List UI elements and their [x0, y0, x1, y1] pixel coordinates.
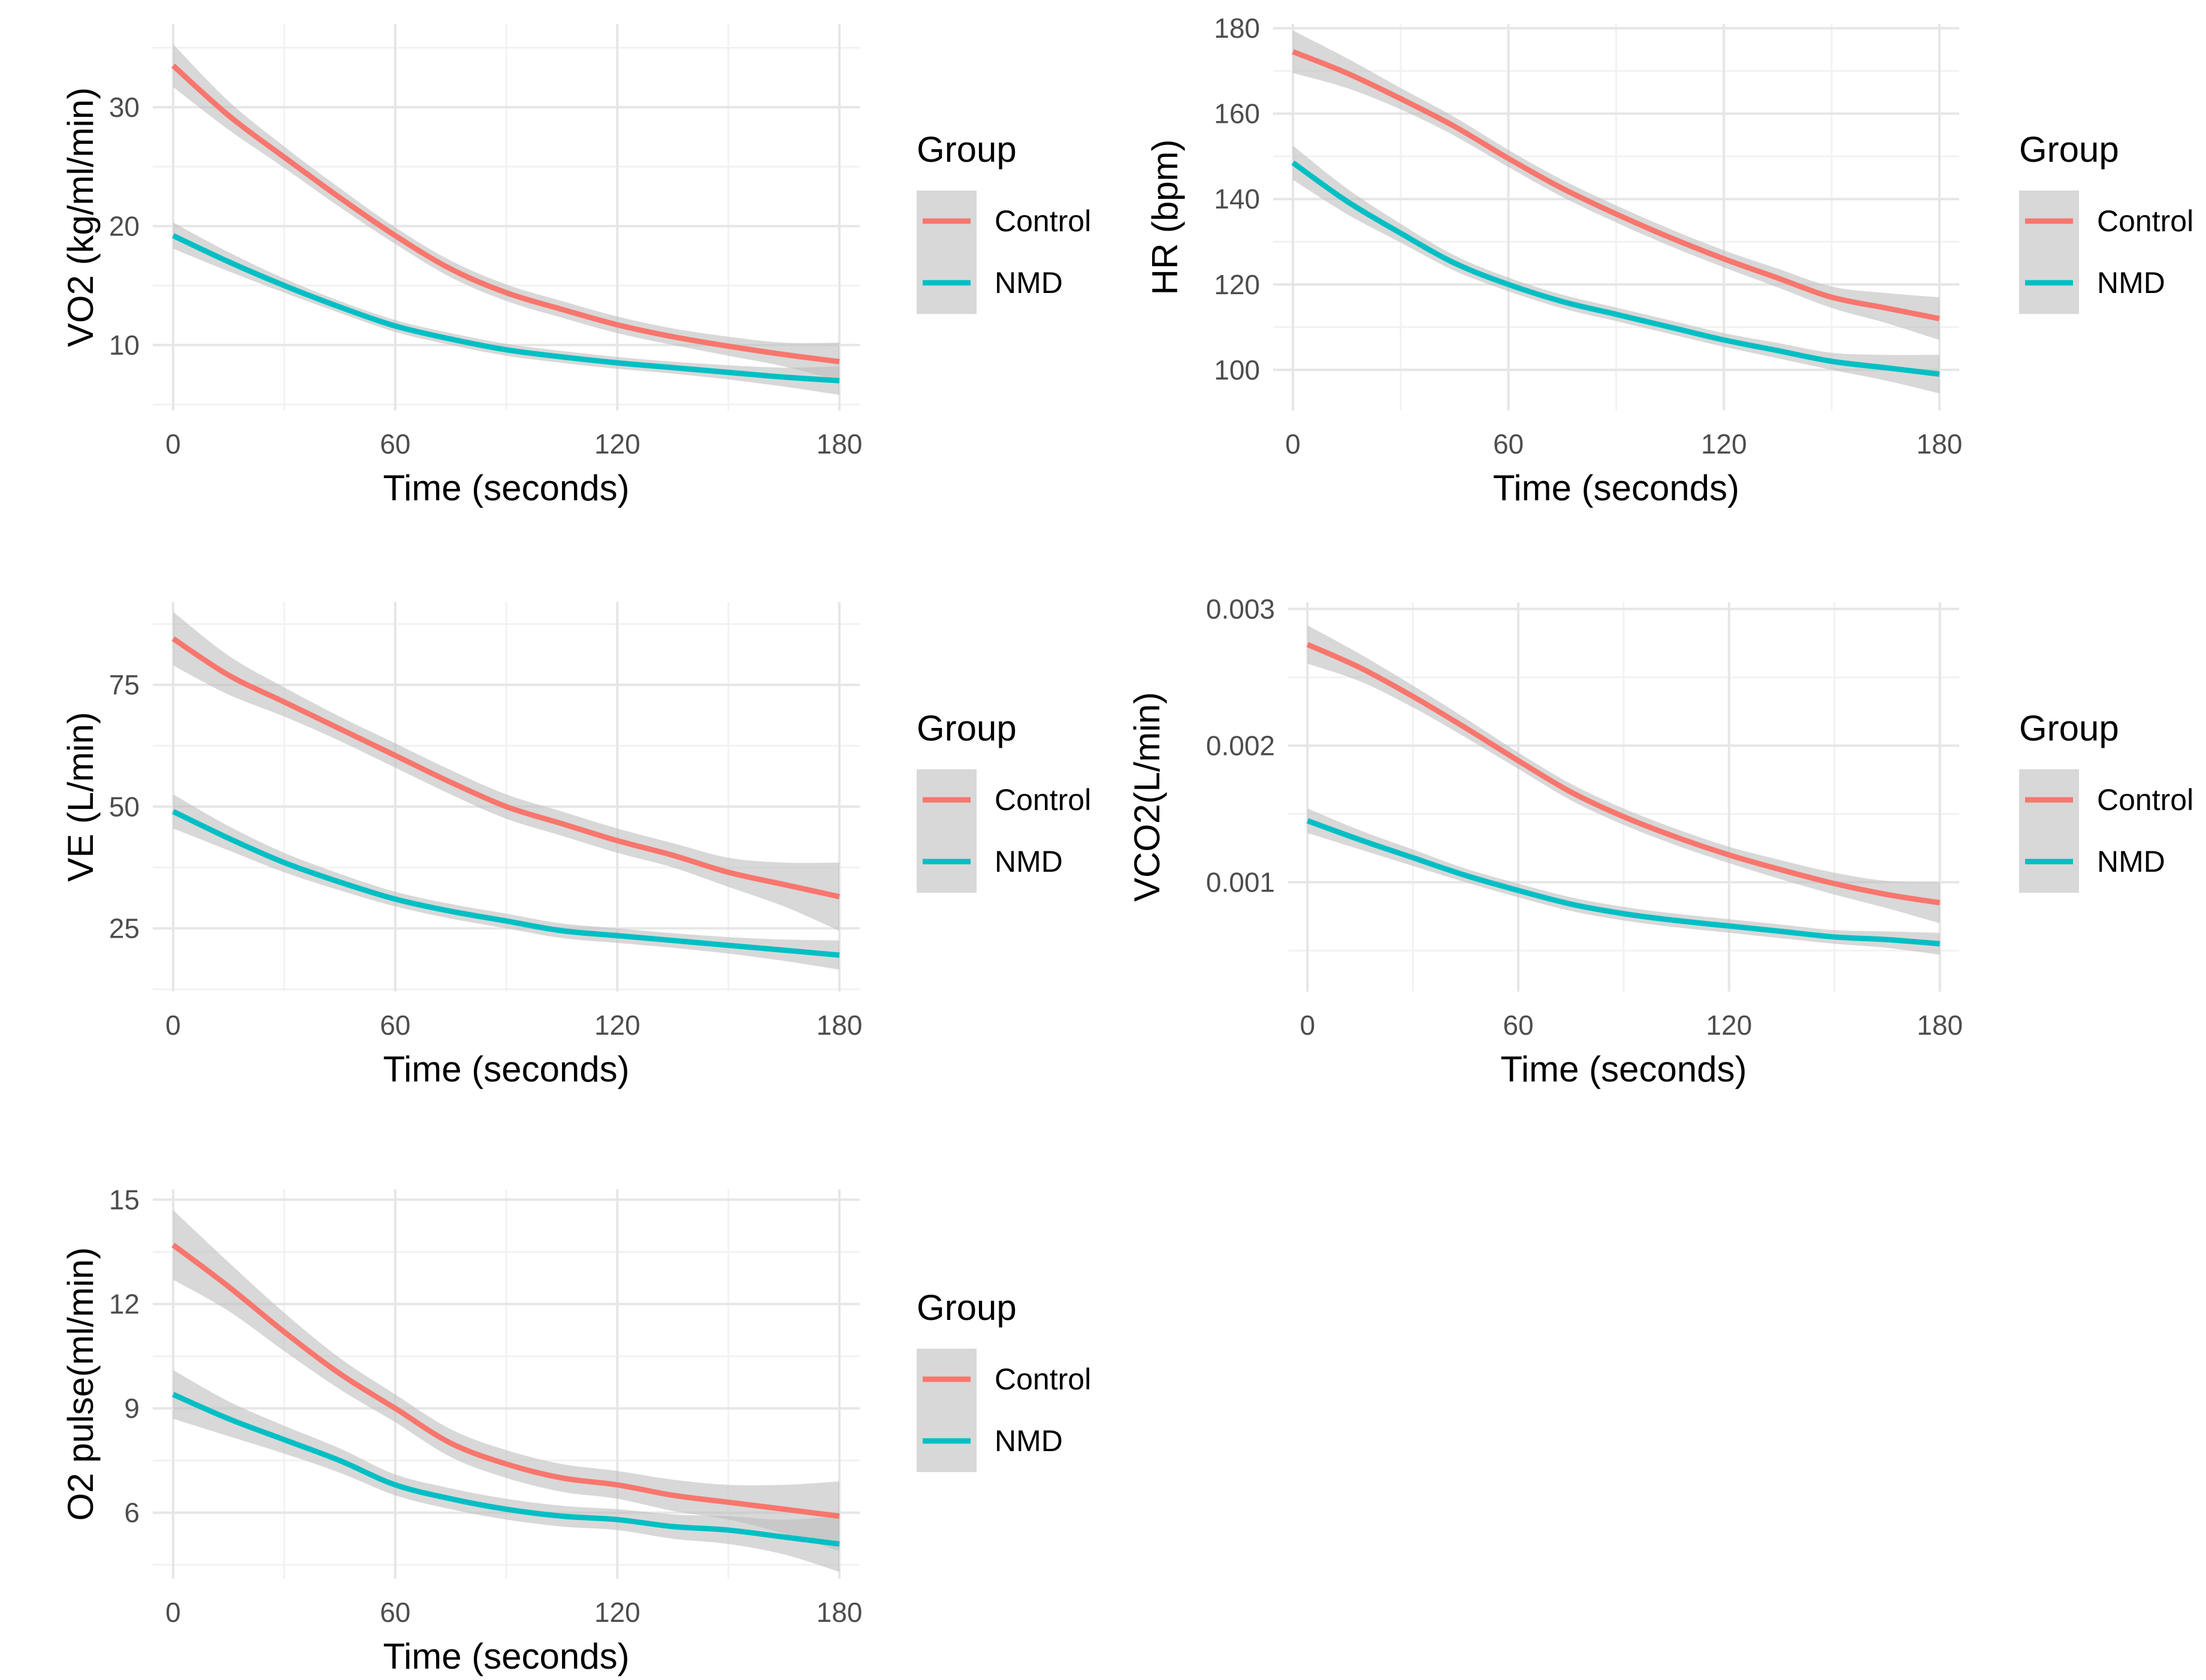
legend-label-nmd: NMD [995, 1424, 1063, 1458]
x-tick-label: 180 [1917, 428, 1963, 460]
y-tick-label: 120 [1214, 269, 1260, 300]
x-tick-label: 0 [1300, 1010, 1315, 1041]
confidence-band-control [1293, 30, 1939, 340]
x-tick-label: 180 [817, 1010, 863, 1041]
x-tick-label: 60 [380, 428, 410, 460]
y-axis-title: O2 pulse(ml/min) [61, 1247, 101, 1521]
legend: Group Control NMD [2019, 708, 2193, 893]
x-tick-label: 60 [380, 1597, 410, 1628]
x-axis-title: Time (seconds) [1493, 468, 1739, 508]
y-tick-label: 0.001 [1206, 867, 1275, 898]
x-tick-label: 0 [165, 1010, 181, 1041]
series-line-nmd [1291, 160, 1940, 377]
y-axis-title: VE (L/min) [61, 712, 101, 881]
x-tick-label: 0 [1285, 428, 1301, 460]
y-tick-label: 100 [1214, 354, 1260, 385]
y-tick-label: 20 [109, 210, 140, 241]
confidence-band-nmd [173, 1370, 839, 1572]
x-axis-title: Time (seconds) [383, 1049, 629, 1089]
series-line-control [1306, 642, 1941, 906]
x-tick-label: 0 [165, 428, 181, 460]
legend-label-nmd: NMD [2097, 845, 2165, 878]
y-tick-label: 0.003 [1206, 593, 1275, 624]
confidence-band-nmd [173, 794, 839, 970]
y-axis-title: VCO2(L/min) [1127, 692, 1167, 902]
y-tick-label: 180 [1214, 13, 1260, 44]
x-tick-label: 120 [1701, 428, 1747, 460]
x-axis-title: Time (seconds) [383, 1636, 629, 1676]
y-tick-label: 30 [109, 92, 140, 123]
x-tick-label: 120 [594, 1597, 640, 1628]
legend-label-control: Control [995, 783, 1091, 817]
series-line-nmd [1306, 818, 1941, 947]
legend-label-control: Control [2097, 783, 2193, 817]
series-line-nmd [172, 233, 840, 383]
legend-label-nmd: NMD [995, 266, 1063, 300]
y-tick-label: 140 [1214, 183, 1260, 214]
y-tick-label: 15 [109, 1184, 140, 1215]
legend-label-control: Control [2097, 204, 2193, 238]
confidence-band-control [173, 44, 839, 381]
panel-vo2: 0 60 120 180 10 20 30 Time (seconds) VO2 (kg/ml/… [61, 24, 1091, 508]
series-line-control [171, 636, 840, 899]
y-tick-label: 10 [109, 330, 140, 361]
panel-ve: 0 60 120 180 25 50 75 Time (seconds) VE (L/min) G… [61, 602, 1091, 1089]
x-tick-label: 0 [165, 1597, 181, 1628]
x-tick-label: 180 [1917, 1010, 1963, 1041]
series-line-control [171, 64, 840, 365]
legend-label-nmd: NMD [2097, 266, 2165, 300]
legend-title: Group [2019, 129, 2119, 170]
x-tick-label: 180 [817, 428, 863, 460]
y-tick-label: 0.002 [1206, 730, 1275, 761]
legend-label-nmd: NMD [995, 845, 1063, 878]
legend: Group Control NMD [917, 708, 1091, 893]
series-line-control [171, 1243, 840, 1519]
series-line-nmd [172, 809, 840, 958]
x-tick-label: 120 [594, 428, 640, 460]
legend-title: Group [917, 708, 1017, 748]
y-tick-label: 75 [109, 669, 140, 700]
y-axis-title: VO2 (kg/ml/min) [61, 87, 101, 347]
panel-o2pulse: 0 60 120 180 6 9 12 15 Time (seconds) O2 pulse(ml… [61, 1184, 1091, 1676]
confidence-band-control [173, 612, 839, 931]
y-tick-label: 25 [109, 912, 140, 944]
legend: Group Control NMD [2019, 129, 2193, 314]
x-tick-label: 120 [594, 1010, 640, 1041]
legend-title: Group [917, 129, 1017, 170]
x-tick-label: 120 [1706, 1010, 1752, 1041]
y-tick-label: 9 [124, 1393, 140, 1424]
legend-label-control: Control [995, 204, 1091, 238]
legend-label-control: Control [995, 1362, 1091, 1396]
series-line-control [1292, 49, 1940, 322]
panel-hr: 0 60 120 180 100 120 140 160 180 Time (seconds) HR… [1145, 13, 2193, 508]
y-tick-label: 12 [109, 1289, 140, 1320]
confidence-band-control [173, 1210, 839, 1551]
x-axis-title: Time (seconds) [383, 468, 629, 508]
y-axis-title: HR (bpm) [1145, 139, 1185, 295]
y-tick-label: 160 [1214, 98, 1260, 129]
legend-title: Group [917, 1288, 1017, 1328]
series-line-nmd [172, 1392, 840, 1547]
legend: Group Control NMD [917, 1288, 1091, 1472]
legend-title: Group [2019, 708, 2119, 748]
x-tick-label: 180 [817, 1597, 863, 1628]
legend: Group Control NMD [917, 129, 1091, 314]
x-axis-title: Time (seconds) [1500, 1049, 1746, 1089]
y-tick-label: 6 [124, 1497, 140, 1528]
x-tick-label: 60 [1493, 428, 1524, 460]
x-tick-label: 60 [380, 1010, 410, 1041]
panel-vco2: 0 60 120 180 0.001 0.002 0.003 Time (seconds) VC… [1127, 593, 2193, 1089]
y-tick-label: 50 [109, 791, 140, 822]
x-tick-label: 60 [1503, 1010, 1533, 1041]
